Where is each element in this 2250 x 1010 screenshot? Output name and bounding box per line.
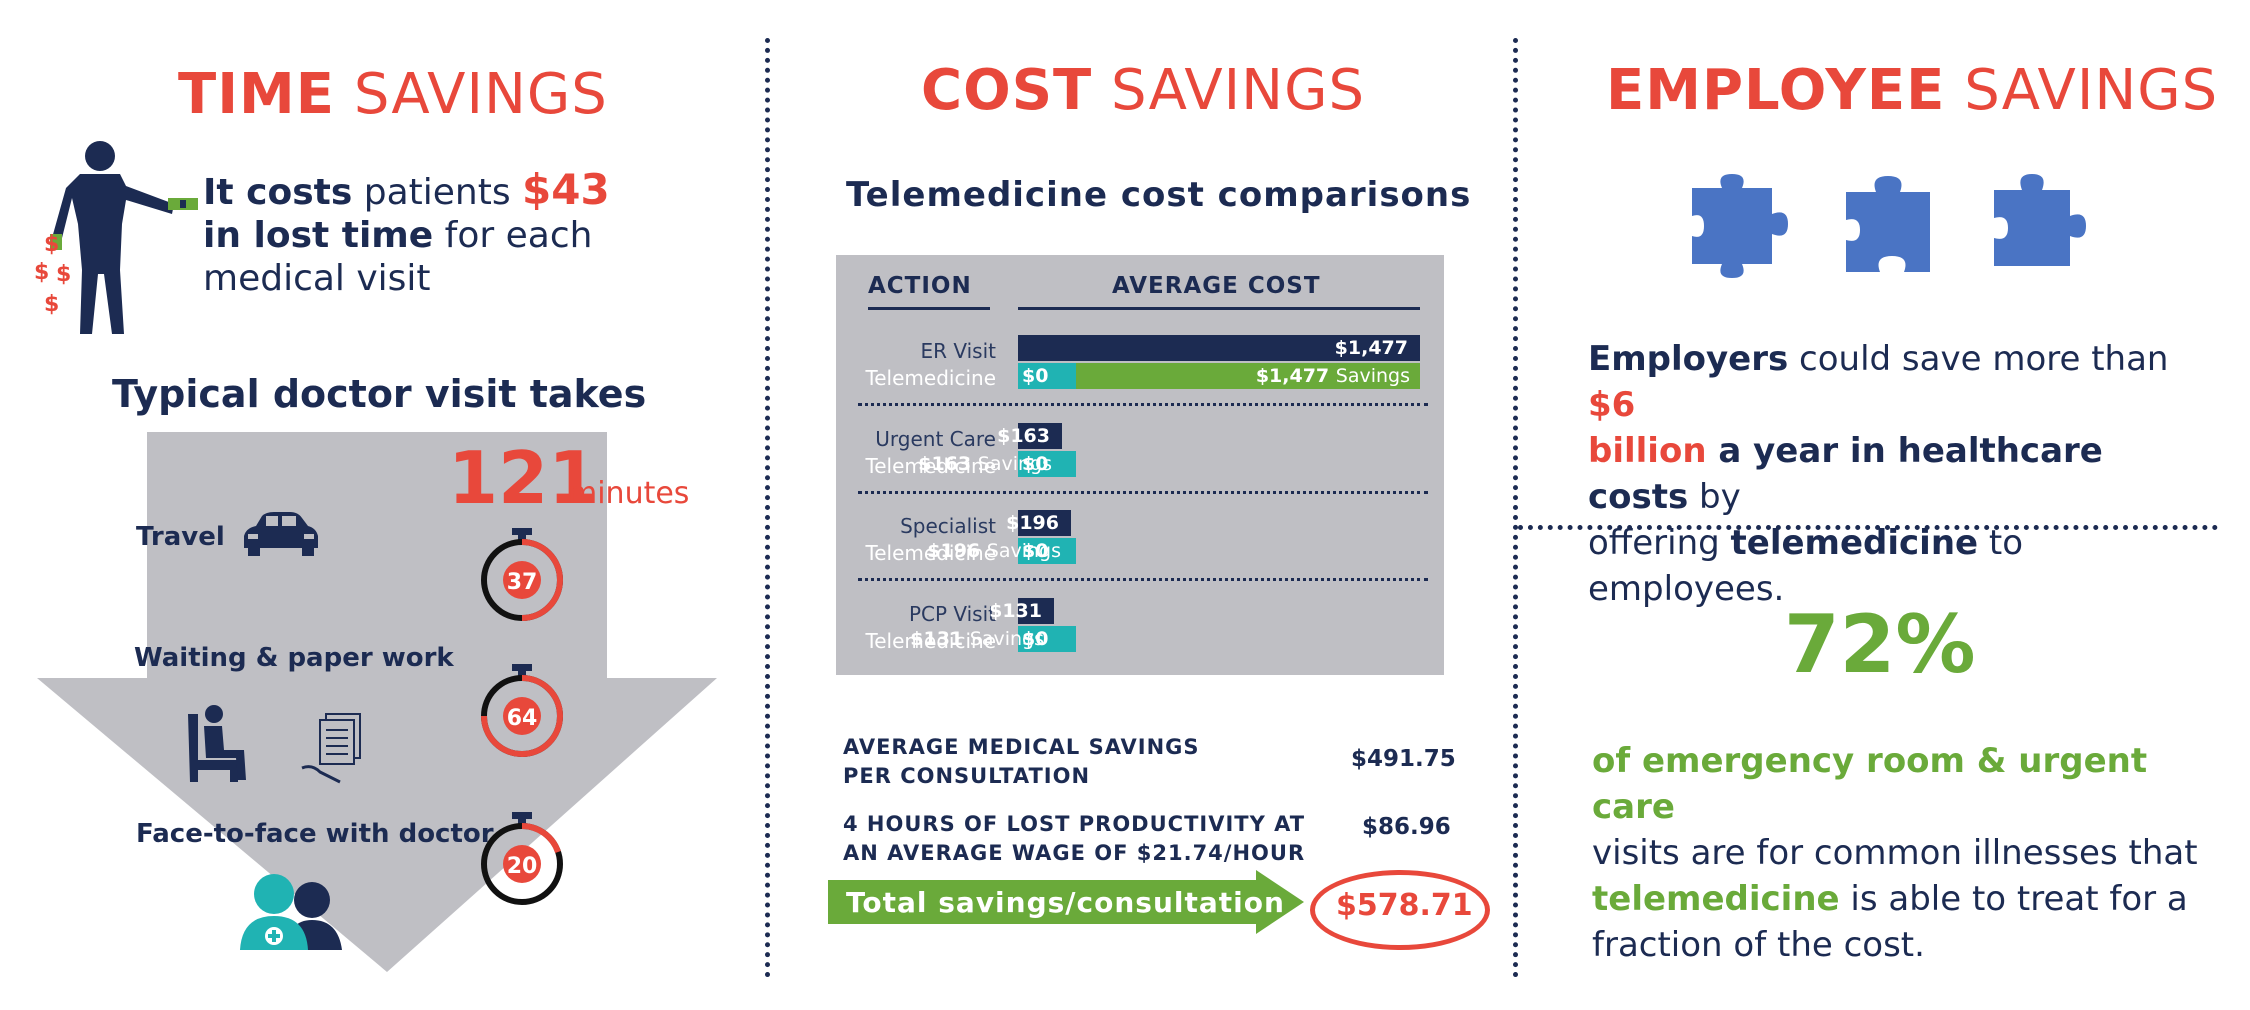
row-separator — [858, 491, 1428, 494]
bar-telemedicine-cost — [1018, 363, 1076, 389]
stopwatch-icon — [481, 812, 563, 905]
bar-savings — [1076, 363, 1420, 389]
bar-average-cost-value: $196 — [1006, 512, 1059, 534]
summary-value-productivity: $86.96 — [1362, 814, 1451, 840]
row-telemedicine-label: Telemedicine — [865, 629, 996, 653]
row-action-label: PCP Visit — [908, 602, 996, 626]
col-header-average-cost: AVERAGE COST — [1112, 273, 1321, 299]
dollar-sign: $ — [56, 262, 72, 287]
time-savings-title: TIME SAVINGS — [178, 62, 608, 127]
bar-savings-value: $1,477 Savings — [1256, 363, 1410, 389]
paperwork-icon — [301, 713, 361, 784]
stopwatch-travel: 37 — [474, 526, 570, 622]
stopwatch-icon — [481, 528, 563, 621]
minutes-unit: minutes — [568, 476, 690, 511]
employer-savings-statement: Employers could save more than $6 billio… — [1588, 339, 2169, 609]
savings-amount: $131 — [910, 628, 964, 650]
savings-word: Savings — [986, 540, 1061, 562]
doctor-patient-icon — [240, 874, 342, 950]
bar-telemedicine-cost — [1018, 626, 1076, 652]
stopwatch-value: 64 — [506, 706, 538, 731]
bar-average-cost — [1018, 335, 1420, 361]
bar-savings-value: $163 Savings — [918, 451, 1052, 477]
row-telemedicine-label: Telemedicine — [865, 541, 996, 565]
cost-savings-title: COST SAVINGS — [921, 58, 1365, 123]
title-bold: COST — [921, 58, 1093, 123]
title-bold: TIME — [178, 62, 336, 127]
cost-comparison-table: ACTION AVERAGE COST ER Visit Telemedicine… — [836, 255, 1444, 675]
total-arrow — [828, 870, 1304, 934]
total-label: Total savings/consultation — [846, 886, 1285, 919]
bar-telemedicine-cost-value: $0 — [1022, 628, 1049, 650]
bar-savings-value: $131 Savings — [910, 626, 1044, 652]
bar-average-cost — [1018, 510, 1071, 536]
bar-average-cost-value: $131 — [989, 600, 1042, 622]
bar-average-cost — [1018, 423, 1062, 449]
title-light: SAVINGS — [353, 62, 608, 127]
stopwatch-value: 37 — [506, 570, 538, 595]
dollar-sign: $ — [34, 260, 50, 285]
bar-telemedicine-cost-value: $0 — [1022, 540, 1049, 562]
bar-telemedicine-cost-value: $0 — [1022, 453, 1049, 475]
dollar-sign: $ — [44, 232, 60, 257]
employee-savings-title: EMPLOYEE SAVINGS — [1606, 58, 2218, 123]
bar-telemedicine-cost-value: $0 — [1022, 365, 1049, 387]
header-underline — [1018, 307, 1420, 310]
puzzle-piece-icon — [1692, 174, 1788, 278]
header-underline — [868, 307, 990, 310]
cost-subtitle: Telemedicine cost comparisons — [846, 175, 1472, 215]
total-value-ellipse — [1310, 870, 1490, 950]
waiting-room-icon — [188, 705, 246, 782]
puzzle-piece-icon — [1846, 176, 1930, 272]
bar-average-cost-value: $163 — [997, 425, 1050, 447]
column-divider-right — [1513, 38, 1518, 978]
savings-word: Savings — [977, 453, 1052, 475]
total-value: $578.71 — [1336, 888, 1473, 923]
stage-label-travel: Travel — [136, 522, 225, 552]
lost-time-statement: It costs patients $43 in lost time for e… — [203, 165, 610, 299]
title-bold: EMPLOYEE — [1606, 58, 1946, 123]
savings-amount: $163 — [918, 453, 972, 475]
stopwatch-value: 20 — [506, 854, 538, 879]
summary-label-medical: AVERAGE MEDICAL SAVINGS PER CONSULTATION — [843, 735, 1200, 788]
summary-label-productivity: 4 HOURS OF LOST PRODUCTIVITY AT AN AVERA… — [843, 812, 1306, 865]
savings-amount: $1,477 — [1255, 365, 1330, 387]
person-money-icon — [50, 141, 198, 334]
column-divider-left — [765, 38, 770, 978]
total-minutes: 121 — [448, 436, 599, 520]
row-telemedicine-label: Telemedicine — [865, 366, 996, 390]
stopwatch-face-to-face: 20 — [474, 810, 570, 906]
bar-average-cost — [1018, 598, 1054, 624]
row-action-label: Urgent Care — [875, 427, 996, 451]
percent-stat: 72% — [1784, 598, 1976, 691]
bar-telemedicine-cost — [1018, 538, 1076, 564]
car-icon — [244, 512, 318, 556]
stage-label-face-to-face: Face-to-face with doctor — [136, 819, 494, 849]
row-action-label: Specialist — [900, 514, 996, 538]
title-light: SAVINGS — [1964, 58, 2219, 123]
row-separator — [858, 403, 1428, 406]
row-telemedicine-label: Telemedicine — [865, 454, 996, 478]
savings-word: Savings — [1335, 365, 1410, 387]
stopwatch-waiting: 64 — [474, 662, 570, 758]
stage-label-waiting: Waiting & paper work — [134, 643, 454, 673]
down-arrow-graphic — [37, 432, 717, 972]
dollar-sign: $ — [44, 292, 60, 317]
section-divider — [1518, 525, 2218, 530]
bar-telemedicine-cost — [1018, 451, 1076, 477]
bar-savings-value: $196 Savings — [927, 538, 1061, 564]
savings-amount: $196 — [927, 540, 981, 562]
bar-average-cost-value: $1,477 — [1334, 337, 1408, 359]
row-separator — [858, 578, 1428, 581]
puzzle-piece-icon — [1994, 174, 2086, 266]
stopwatch-icon — [481, 664, 563, 757]
summary-value-medical: $491.75 — [1351, 746, 1456, 772]
row-action-label: ER Visit — [920, 339, 996, 363]
savings-word: Savings — [969, 628, 1044, 650]
er-visits-statement: of emergency room & urgent care visits a… — [1592, 741, 2198, 965]
col-header-action: ACTION — [868, 273, 972, 299]
visit-heading: Typical doctor visit takes — [112, 372, 647, 416]
title-light: SAVINGS — [1111, 58, 1366, 123]
